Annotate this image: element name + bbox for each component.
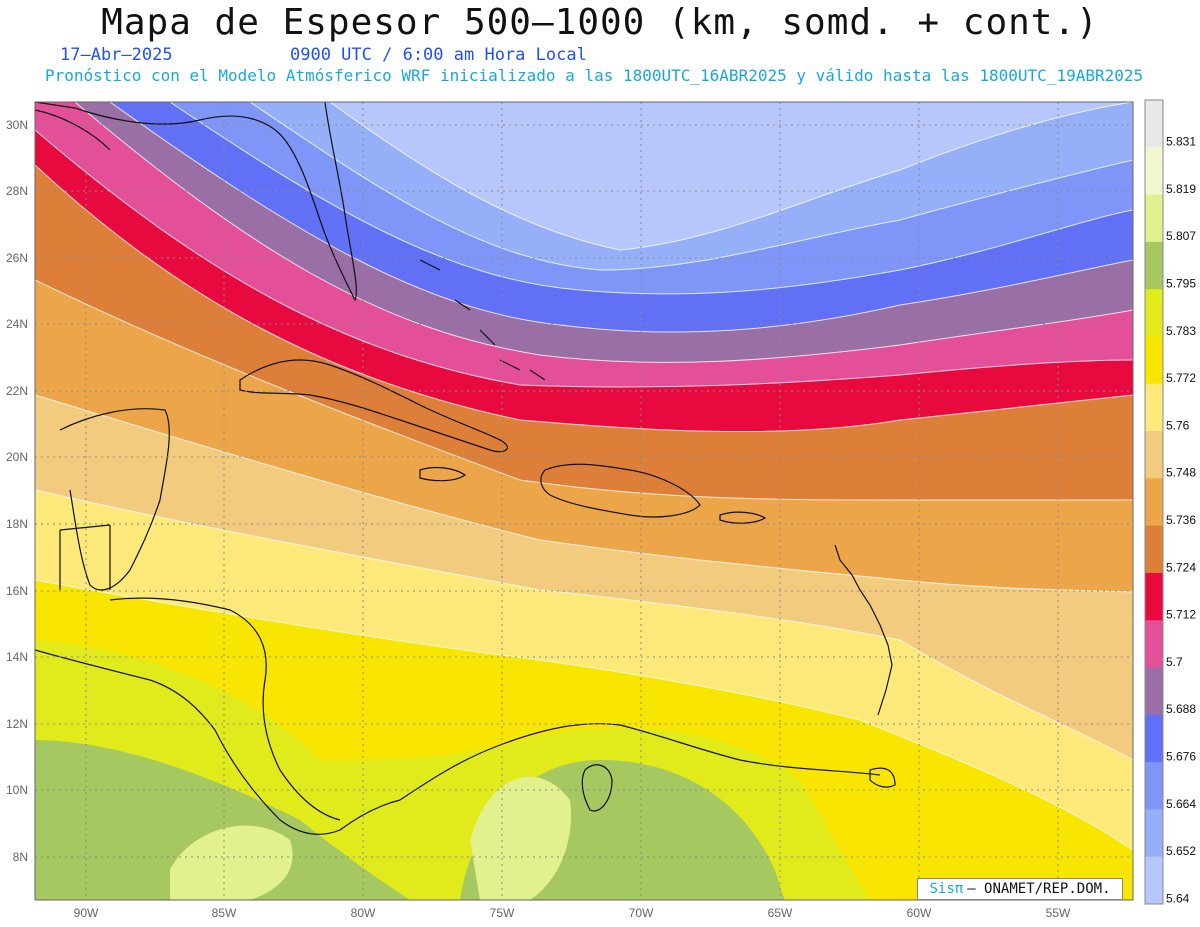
thickness-field (35, 102, 1133, 900)
florida-coast (35, 102, 357, 302)
colorbar-swatch (1145, 667, 1163, 716)
caribbean-coast-ca (109, 597, 341, 821)
lat-label: 26N (6, 251, 28, 265)
colorbar-label: 5.664 (1166, 797, 1196, 811)
lat-label: 18N (6, 517, 28, 531)
colorbar-label: 5.831 (1166, 135, 1196, 149)
lon-label: 60W (907, 906, 932, 920)
bahamas-islands (419, 259, 546, 381)
forecast-time: 0900 UTC / 6:00 am Hora Local (290, 45, 587, 65)
lat-label: 8N (13, 850, 28, 864)
lat-label: 28N (6, 184, 28, 198)
lat-label: 12N (6, 717, 28, 731)
cuba-coast (239, 359, 508, 453)
colorbar-swatch (1145, 620, 1163, 669)
colorbar-label: 5.783 (1166, 324, 1196, 338)
lat-label: 22N (6, 384, 28, 398)
credit-org: — ONAMET/REP.DOM. (967, 881, 1111, 897)
colorbar-swatch (1145, 194, 1163, 243)
mexico-border (59, 524, 111, 590)
colorbar-label: 5.736 (1166, 513, 1196, 527)
map-frame (34, 101, 1134, 901)
colorbar-swatch (1145, 572, 1163, 621)
colorbar-swatch (1145, 100, 1163, 148)
colorbar-label: 5.7 (1166, 655, 1183, 669)
credit-box: Sisπ — ONAMET/REP.DOM. (917, 878, 1123, 900)
lon-label: 70W (629, 906, 654, 920)
contour-lines (35, 102, 1133, 851)
lat-label: 14N (6, 650, 28, 664)
colorbar-swatch (1145, 762, 1163, 810)
colorbar-label: 5.807 (1166, 229, 1196, 243)
lon-label: 75W (490, 906, 515, 920)
forecast-date: 17—Abr—2025 (60, 45, 173, 65)
colorbar-label: 5.76 (1166, 418, 1190, 432)
colorbar-swatch (1145, 431, 1163, 479)
colorbar-swatch (1145, 147, 1163, 196)
graticule (35, 102, 1133, 900)
longitude-axis: 90W 85W 80W 75W 70W 65W 60W 55W (74, 906, 1071, 920)
colorbar-label: 5.748 (1166, 466, 1196, 480)
colorbar-swatch (1145, 809, 1163, 858)
colorbar: 5.831 5.819 5.807 5.795 5.783 5.772 5.76 5.748 5… (1144, 99, 1196, 905)
colorbar-swatch (1145, 336, 1163, 385)
trinidad-coast (869, 767, 896, 788)
colorbar-label: 5.712 (1166, 608, 1196, 622)
colorbar-swatch (1145, 383, 1163, 432)
lon-label: 65W (768, 906, 793, 920)
lake-maracaibo (581, 764, 613, 812)
puerto-rico-coast (719, 511, 767, 524)
colorbar-label: 5.64 (1166, 891, 1190, 905)
colorbar-label: 5.819 (1166, 182, 1196, 196)
map-title: Mapa de Espesor 500—1000 (km, somd. + co… (101, 2, 1099, 43)
sispi-logo: Sisπ (929, 881, 964, 897)
south-america-coast (399, 723, 881, 801)
latitude-axis: 30N 28N 26N 24N 22N 20N 18N 16N 14N 12N … (6, 118, 28, 864)
gulf-coast (35, 109, 111, 151)
yucatan-coast (59, 408, 170, 591)
lon-label: 55W (1046, 906, 1071, 920)
colorbar-swatch (1145, 856, 1163, 905)
lat-label: 30N (6, 118, 28, 132)
lat-label: 20N (6, 450, 28, 464)
central-america-coast (35, 649, 401, 835)
lon-label: 80W (351, 906, 376, 920)
colorbar-frame (1144, 99, 1164, 905)
colorbar-label: 5.688 (1166, 702, 1196, 716)
band-5807 (170, 776, 571, 900)
colorbar-label: 5.772 (1166, 371, 1196, 385)
lon-label: 90W (74, 906, 99, 920)
colorbar-swatch (1145, 525, 1163, 574)
colorbar-label: 5.795 (1166, 277, 1196, 291)
colorbar-swatch (1145, 289, 1163, 337)
jamaica-coast (419, 466, 467, 482)
colorbar-label: 5.724 (1166, 560, 1196, 574)
model-info: Pronóstico con el Modelo Atmósferico WRF… (45, 66, 1144, 85)
colorbar-swatch (1145, 714, 1163, 763)
lesser-antilles (834, 544, 893, 716)
coastlines (35, 102, 896, 835)
colorbar-swatch (1145, 478, 1163, 527)
colorbar-label: 5.676 (1166, 749, 1196, 763)
colorbar-swatch (1145, 241, 1163, 290)
lon-label: 85W (212, 906, 237, 920)
colorbar-label: 5.652 (1166, 844, 1196, 858)
lat-label: 24N (6, 317, 28, 331)
hispaniola-coast (540, 463, 701, 518)
lat-label: 16N (6, 584, 28, 598)
lat-label: 10N (6, 783, 28, 797)
